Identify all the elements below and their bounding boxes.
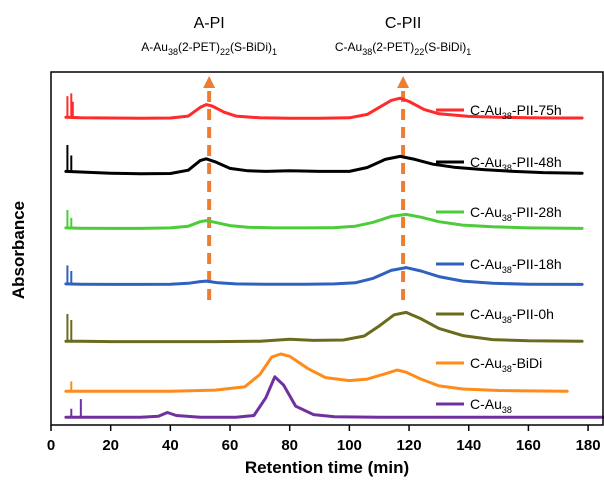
- legend-item-c-au38-pii-48h: C-Au38-PII-48h: [436, 154, 562, 173]
- x-tick-label: 20: [102, 437, 119, 454]
- annotation-arrow-head: [203, 76, 216, 88]
- x-axis-title: Retention time (min): [245, 458, 409, 477]
- legend-item-c-au38-pii-0h: C-Au38-PII-0h: [436, 306, 554, 325]
- x-tick-label: 80: [281, 437, 298, 454]
- legend: C-Au38-PII-75h C-Au38-PII-48h C-Au38-PII-2…: [436, 102, 562, 415]
- x-tick-label: 0: [47, 437, 55, 454]
- legend-item-c-au38-bidi: C-Au38-BiDi: [436, 355, 542, 374]
- series-line: [64, 375, 604, 419]
- x-tick-label: 60: [222, 437, 239, 454]
- x-tick-label: 40: [162, 437, 179, 454]
- series-c-au38-bidi: [64, 352, 569, 393]
- annotation-formula: A-Au38(2-PET)22(S-BiDi)1: [141, 40, 277, 57]
- legend-item-c-au38-pii-28h: C-Au38-PII-28h: [436, 204, 562, 223]
- annotation-title: A-PI: [194, 15, 225, 32]
- series-c-au38-pii-28h: [64, 209, 584, 230]
- series-c-au38-pii-75h: [64, 93, 584, 120]
- x-ticks: 0 20 40 60 80 100 120 140 160 180: [47, 425, 601, 454]
- series-line: [64, 212, 584, 230]
- series-c-au38: [64, 375, 604, 419]
- legend-label: C-Au38-BiDi: [470, 355, 542, 374]
- series-layer: [64, 93, 604, 419]
- series-c-au38-pii-0h: [64, 310, 584, 344]
- series-c-au38-pii-48h: [64, 145, 584, 176]
- x-tick-label: 120: [397, 437, 422, 454]
- legend-item-c-au38-pii-75h: C-Au38-PII-75h: [436, 102, 562, 121]
- annotation-arrow-head: [397, 76, 410, 88]
- annotation-title: C-PII: [385, 15, 421, 32]
- annotation-formula: C-Au38(2-PET)22(S-BiDi)1: [335, 40, 471, 57]
- axes: [50, 71, 604, 426]
- annotations: A-PI A-Au38(2-PET)22(S-BiDi)1 C-PII C-Au38(…: [141, 15, 471, 300]
- legend-label: C-Au38-PII-48h: [470, 154, 562, 173]
- legend-item-c-au38-pii-18h: C-Au38-PII-18h: [436, 256, 562, 275]
- series-line: [64, 154, 584, 176]
- legend-label: C-Au38: [470, 396, 512, 415]
- series-line: [64, 96, 584, 120]
- legend-label: C-Au38-PII-18h: [470, 256, 562, 275]
- legend-label: C-Au38-PII-75h: [470, 102, 562, 121]
- legend-item-c-au38: C-Au38: [436, 396, 512, 415]
- x-tick-label: 160: [516, 437, 541, 454]
- series-line: [64, 310, 584, 344]
- legend-label: C-Au38-PII-28h: [470, 204, 562, 223]
- series-line: [64, 352, 569, 393]
- plot-frame: [50, 71, 604, 426]
- legend-label: C-Au38-PII-0h: [470, 306, 554, 325]
- x-tick-label: 180: [576, 437, 601, 454]
- y-axis-title: Absorbance: [9, 201, 28, 299]
- series-line: [64, 266, 584, 286]
- x-tick-label: 140: [456, 437, 481, 454]
- series-c-au38-pii-18h: [64, 265, 584, 286]
- x-tick-label: 100: [337, 437, 362, 454]
